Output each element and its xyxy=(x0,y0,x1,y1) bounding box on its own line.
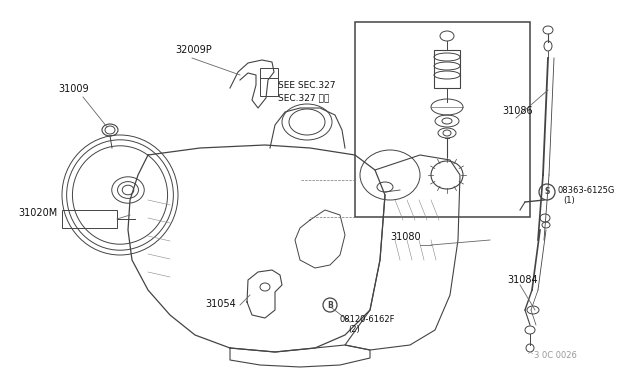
Text: SEE SEC.327: SEE SEC.327 xyxy=(278,81,335,90)
Text: SEC.327 参照: SEC.327 参照 xyxy=(278,93,329,102)
Text: 08120-6162F: 08120-6162F xyxy=(340,315,396,324)
Text: 31009: 31009 xyxy=(58,84,88,94)
Text: 31084: 31084 xyxy=(507,275,538,285)
Text: 08363-6125G: 08363-6125G xyxy=(558,186,616,195)
Text: 31086: 31086 xyxy=(502,106,532,116)
Text: (1): (1) xyxy=(563,196,575,205)
Text: 31054: 31054 xyxy=(205,299,236,309)
Text: ^3 0C 0026: ^3 0C 0026 xyxy=(527,351,577,360)
Text: 32009P: 32009P xyxy=(175,45,212,55)
Text: B: B xyxy=(327,301,333,310)
Bar xyxy=(260,68,278,96)
Bar xyxy=(62,210,117,228)
Bar xyxy=(434,50,460,88)
Text: (2): (2) xyxy=(348,325,360,334)
Text: S: S xyxy=(544,187,550,196)
Bar xyxy=(355,22,530,217)
Text: 31080: 31080 xyxy=(390,232,420,242)
Text: 31020M: 31020M xyxy=(18,208,57,218)
